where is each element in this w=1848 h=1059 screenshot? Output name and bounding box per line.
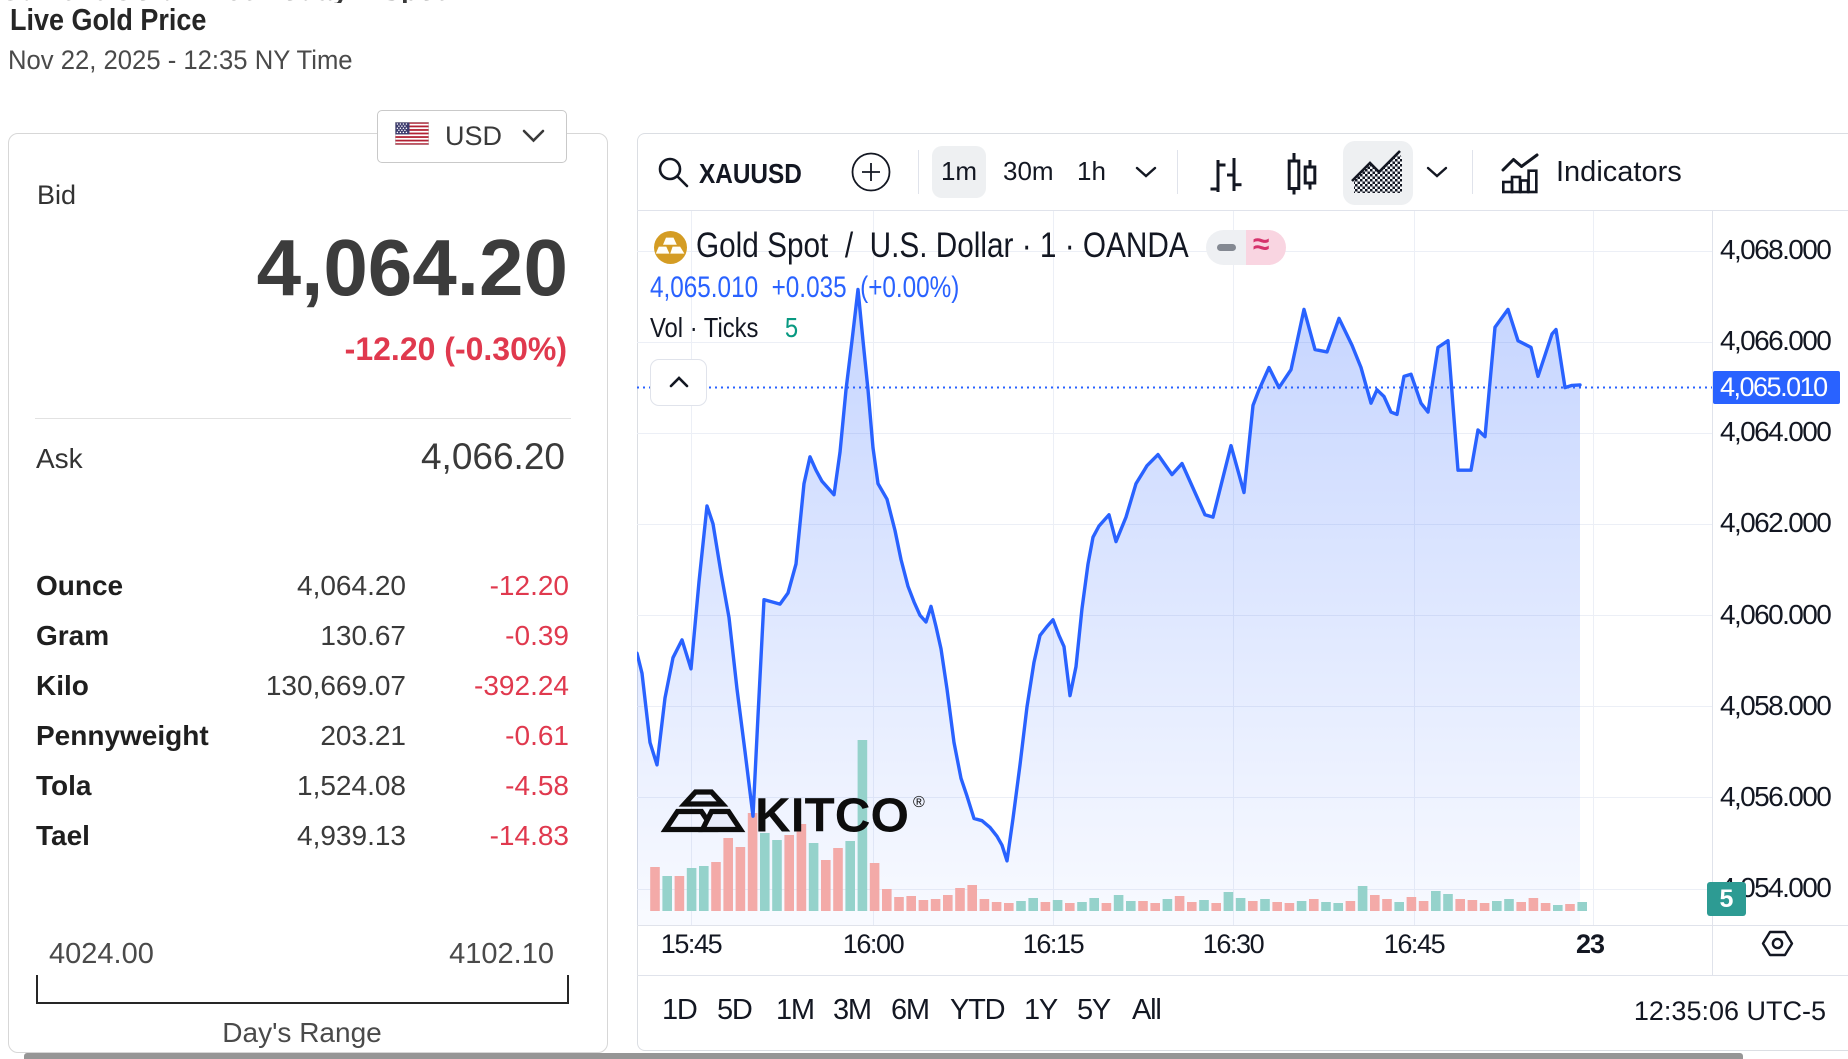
svg-text:KITCO: KITCO <box>755 790 909 843</box>
svg-text:®: ® <box>913 794 925 811</box>
